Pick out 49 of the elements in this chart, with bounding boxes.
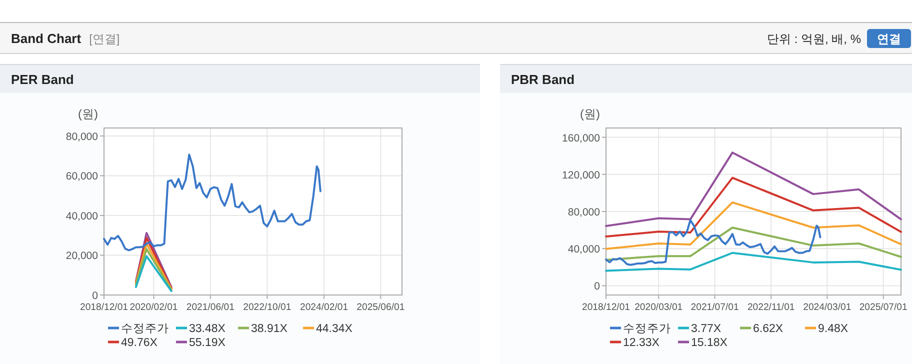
- line-series: [605, 252, 902, 272]
- y-tick-label: 60,000: [66, 170, 98, 183]
- legend-label: 6.62X: [753, 323, 784, 335]
- text: Band Chart: [11, 31, 82, 46]
- text: 단위 : 억원, 배, %: [766, 32, 862, 46]
- legend-label: 44.34X: [316, 323, 353, 335]
- legend-label: 9.48X: [818, 323, 848, 335]
- legend-label: 3.77X: [691, 323, 722, 335]
- x-tick-label: 2020/03/01: [634, 302, 683, 313]
- y-tick-label: 0: [92, 290, 98, 302]
- chart-title: PER Band: [11, 72, 74, 87]
- x-tick-label: 2024/03/01: [803, 302, 852, 313]
- y-axis-title: (원): [78, 107, 98, 121]
- text: [연결]: [89, 32, 120, 46]
- y-tick-label: 120,000: [562, 169, 600, 182]
- line-series: [605, 152, 902, 227]
- line-series: [605, 219, 822, 266]
- y-tick-label: 20,000: [66, 250, 98, 262]
- legend-label: 55.19X: [189, 337, 226, 349]
- legend-label: 15.18X: [691, 337, 728, 349]
- x-tick-label: 2022/10/01: [243, 302, 292, 313]
- chart-title: PBR Band: [511, 72, 575, 87]
- line-series: [605, 226, 902, 261]
- legend-label: 49.76X: [121, 337, 158, 349]
- x-tick-label: 2020/02/01: [130, 302, 178, 313]
- x-tick-label: 2024/02/01: [300, 302, 348, 313]
- x-tick-label: 2025/06/01: [356, 302, 405, 313]
- line-series: [605, 176, 902, 238]
- legend-label: 수정주가: [623, 323, 671, 335]
- x-tick-label: 2018/12/01: [80, 302, 128, 313]
- y-tick-label: 40,000: [66, 210, 98, 222]
- y-tick-label: 0: [594, 280, 600, 293]
- line-series: [103, 154, 322, 252]
- line-series: [605, 201, 902, 250]
- legend-label: 수정주가: [121, 323, 169, 335]
- legend-label: 12.33X: [623, 337, 660, 349]
- y-axis-title: (원): [580, 107, 600, 121]
- legend-label: 33.48X: [189, 323, 226, 335]
- y-tick-label: 160,000: [562, 132, 600, 144]
- x-tick-label: 2021/06/01: [186, 302, 234, 313]
- y-tick-label: 80,000: [66, 130, 98, 143]
- legend-label: 38.91X: [251, 323, 288, 335]
- y-tick-label: 40,000: [568, 244, 600, 256]
- y-tick-label: 80,000: [568, 206, 600, 218]
- x-tick-label: 2018/12/01: [582, 302, 630, 313]
- x-tick-label: 2025/07/01: [859, 302, 908, 313]
- x-tick-label: 2021/07/01: [690, 302, 739, 313]
- x-tick-label: 2022/11/01: [747, 302, 795, 313]
- text: 연결: [877, 32, 901, 46]
